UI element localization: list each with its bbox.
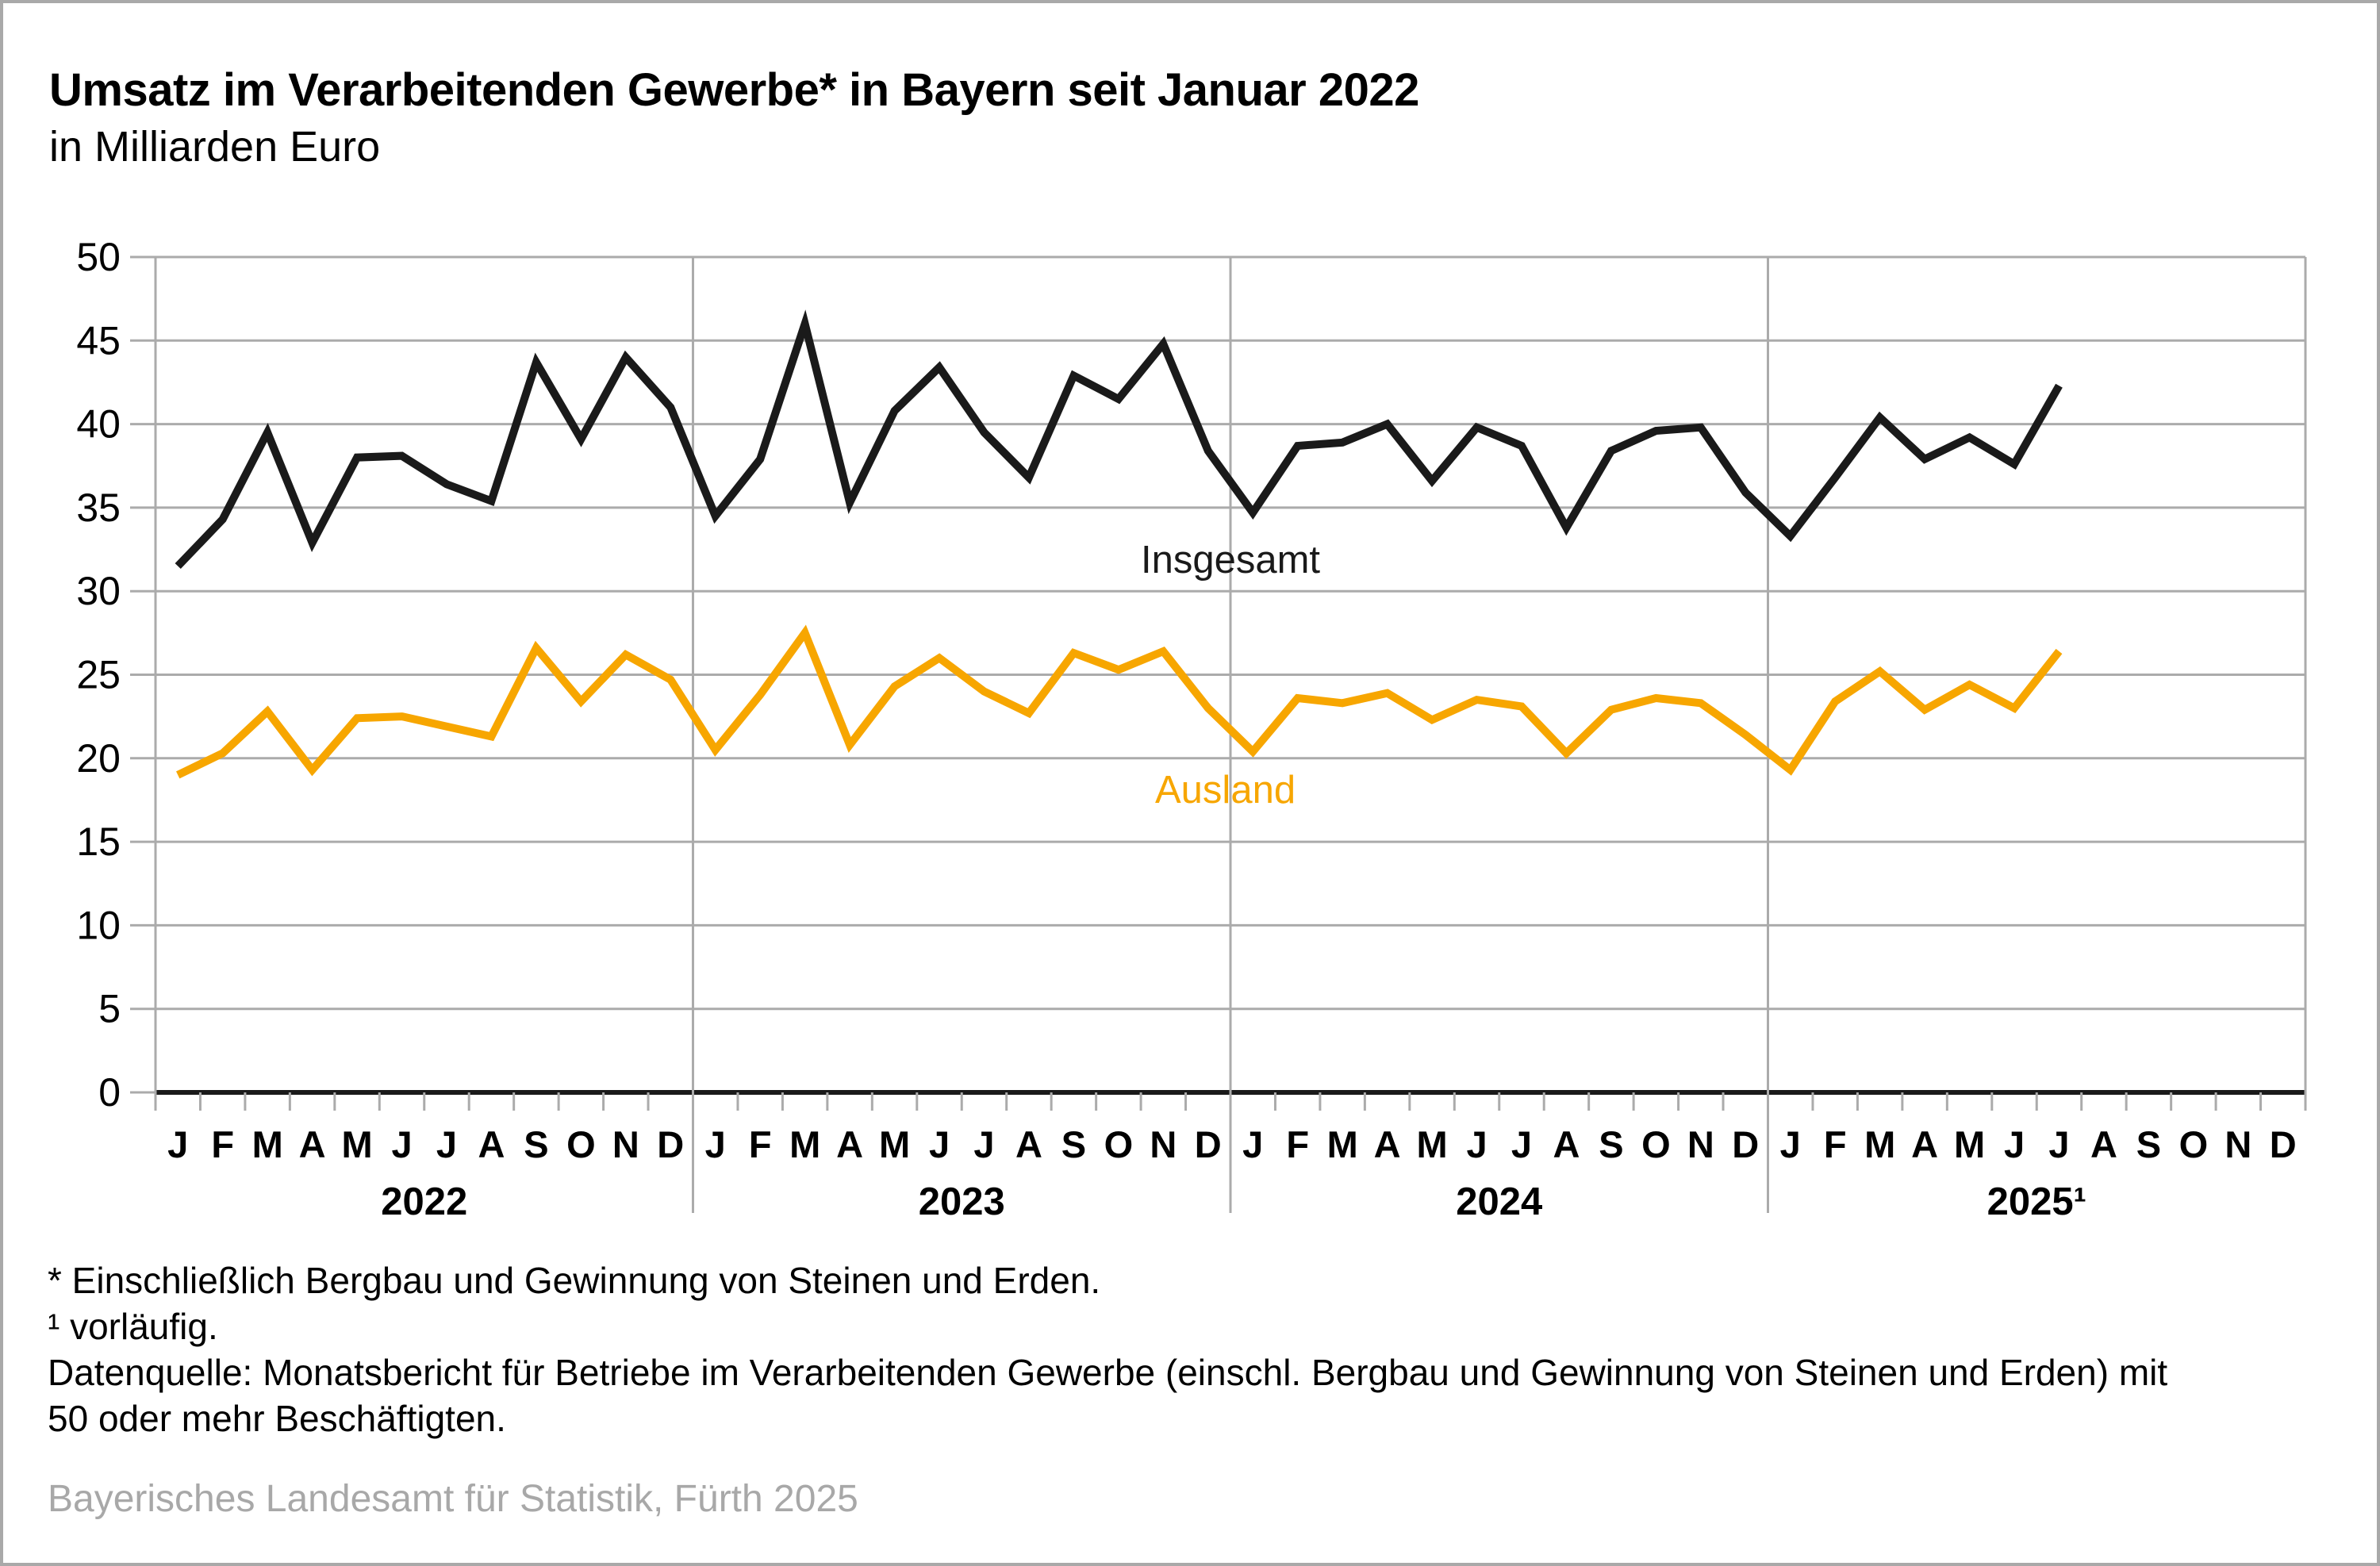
month-label: J: [1466, 1123, 1487, 1165]
month-label: D: [1732, 1123, 1759, 1165]
month-label: M: [789, 1123, 820, 1165]
y-tick-label: 0: [98, 1070, 121, 1115]
month-label: N: [2225, 1123, 2251, 1165]
month-label: A: [2090, 1123, 2117, 1165]
year-label: 2023: [919, 1180, 1005, 1223]
month-label: A: [836, 1123, 863, 1165]
month-label: J: [705, 1123, 726, 1165]
month-label: A: [1553, 1123, 1580, 1165]
month-label: S: [524, 1123, 548, 1165]
month-label: O: [566, 1123, 596, 1165]
chart-subtitle: in Milliarden Euro: [49, 123, 381, 171]
month-label: S: [1061, 1123, 1086, 1165]
month-label: D: [657, 1123, 684, 1165]
y-tick-label: 35: [76, 486, 121, 530]
month-label: S: [1599, 1123, 1623, 1165]
year-label: 2024: [1456, 1180, 1542, 1223]
month-label: F: [211, 1123, 234, 1165]
month-label: O: [1104, 1123, 1134, 1165]
month-label: F: [1824, 1123, 1847, 1165]
month-label: A: [1911, 1123, 1938, 1165]
y-tick-label: 5: [98, 987, 121, 1031]
y-tick-label: 15: [76, 819, 121, 864]
month-label: O: [2179, 1123, 2209, 1165]
month-label: N: [612, 1123, 639, 1165]
month-label: J: [1780, 1123, 1801, 1165]
month-label: M: [1954, 1123, 1985, 1165]
month-label: F: [1286, 1123, 1309, 1165]
month-label: M: [341, 1123, 372, 1165]
chart-title: Umsatz im Verarbeitenden Gewerbe* in Bay…: [49, 64, 1419, 116]
month-label: J: [1242, 1123, 1263, 1165]
y-tick-label: 20: [76, 736, 121, 781]
month-label: M: [1416, 1123, 1447, 1165]
series-label-ausland: Ausland: [1155, 769, 1296, 812]
month-label: O: [1641, 1123, 1671, 1165]
month-label: S: [2136, 1123, 2161, 1165]
month-label: A: [299, 1123, 326, 1165]
month-label: N: [1687, 1123, 1714, 1165]
month-label: D: [1195, 1123, 1222, 1165]
month-label: A: [1015, 1123, 1042, 1165]
source-credit: Bayerisches Landesamt für Statistik, Für…: [48, 1478, 858, 1520]
y-tick-label: 45: [76, 318, 121, 363]
month-label: A: [1374, 1123, 1401, 1165]
footnotes-block: * Einschließlich Bergbau und Gewinnung v…: [48, 1257, 2237, 1441]
y-tick-label: 25: [76, 653, 121, 697]
month-label: M: [252, 1123, 283, 1165]
series-line-ausland: [176, 624, 2063, 779]
month-label: J: [167, 1123, 188, 1165]
month-label: J: [2048, 1123, 2069, 1165]
footnote-preliminary: ¹ vorläufig.: [48, 1306, 218, 1347]
month-label: N: [1150, 1123, 1177, 1165]
y-tick-label: 40: [76, 402, 121, 447]
y-tick-label: 10: [76, 903, 121, 947]
y-tick-label: 30: [76, 569, 121, 613]
month-label: J: [1511, 1123, 1532, 1165]
month-label: J: [436, 1123, 457, 1165]
series-label-insgesamt: Insgesamt: [1141, 539, 1320, 581]
month-label: M: [1327, 1123, 1358, 1165]
month-label: J: [929, 1123, 950, 1165]
year-label: 2025¹: [1987, 1180, 2086, 1223]
month-label: M: [1864, 1123, 1895, 1165]
month-label: D: [2270, 1123, 2297, 1165]
month-label: M: [879, 1123, 910, 1165]
footnote-datasource: Datenquelle: Monatsbericht für Betriebe …: [48, 1352, 2168, 1439]
month-label: F: [749, 1123, 772, 1165]
footnote-asterisk: * Einschließlich Bergbau und Gewinnung v…: [48, 1260, 1101, 1301]
month-label: J: [2004, 1123, 2025, 1165]
y-tick-label: 50: [76, 235, 121, 279]
month-label: J: [391, 1123, 412, 1165]
year-label: 2022: [381, 1180, 467, 1223]
month-label: A: [478, 1123, 505, 1165]
series-line-insgesamt: [175, 309, 2063, 570]
month-label: J: [973, 1123, 994, 1165]
